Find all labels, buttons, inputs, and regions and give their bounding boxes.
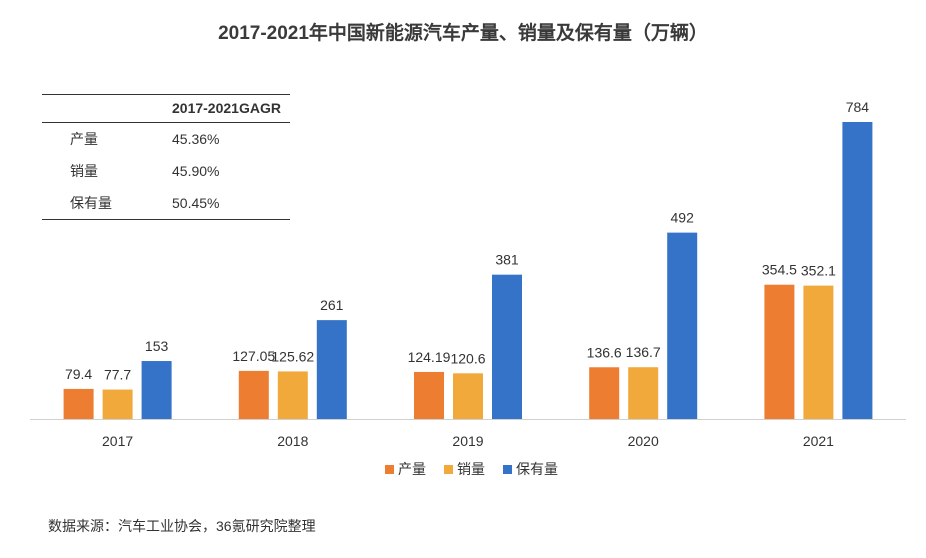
- bar: [764, 284, 795, 419]
- bar: [667, 232, 698, 419]
- bar: [492, 274, 522, 419]
- bar: [589, 367, 620, 419]
- gagr-header-empty: [42, 94, 172, 123]
- data-label: 124.19: [408, 349, 451, 365]
- legend-swatch: [444, 465, 453, 474]
- data-label: 120.6: [450, 350, 485, 366]
- data-label: 79.4: [65, 366, 92, 382]
- gagr-row-label: 销量: [70, 163, 98, 179]
- data-label: 136.6: [587, 344, 622, 360]
- x-tick-label: 2017: [102, 433, 133, 449]
- x-tick-label: 2020: [628, 433, 659, 449]
- bar: [842, 122, 873, 419]
- data-label: 153: [145, 338, 169, 354]
- gagr-header: 2017-2021GAGR: [172, 94, 290, 123]
- legend-label: 产量: [398, 461, 426, 477]
- bar: [63, 388, 94, 419]
- data-label: 127.05: [232, 348, 275, 364]
- x-tick-label: 2019: [452, 433, 483, 449]
- data-label: 136.7: [626, 344, 661, 360]
- gagr-table: 2017-2021GAGR 产量 45.36% 销量 45.90% 保有量 50…: [42, 94, 290, 220]
- gagr-row-label: 产量: [70, 131, 98, 147]
- gagr-row-value: 45.90%: [172, 163, 220, 179]
- bar: [414, 371, 444, 419]
- data-label: 381: [495, 252, 519, 268]
- gagr-row-value: 50.45%: [172, 187, 290, 220]
- gagr-row-production: 产量 45.36%: [42, 123, 290, 156]
- legend-swatch: [385, 465, 394, 474]
- gagr-row-value: 45.36%: [172, 131, 220, 147]
- data-label: 784: [846, 99, 870, 115]
- legend-label: 销量: [457, 461, 485, 477]
- bar: [102, 389, 133, 419]
- gagr-row-ownership: 保有量 50.45%: [42, 187, 290, 220]
- legend-label: 保有量: [516, 461, 558, 477]
- bar: [453, 373, 483, 419]
- x-tick-label: 2021: [803, 433, 834, 449]
- bar: [316, 320, 347, 419]
- data-label: 125.62: [271, 348, 314, 364]
- data-label: 354.5: [762, 262, 797, 278]
- gagr-row-sales: 销量 45.90%: [42, 155, 290, 187]
- data-source-note: 数据来源：汽车工业协会，36氪研究院整理: [48, 518, 316, 534]
- bar: [141, 361, 172, 419]
- data-label: 261: [320, 297, 344, 313]
- gagr-row-label: 保有量: [42, 187, 172, 220]
- bar: [803, 285, 834, 419]
- x-tick-label: 2018: [277, 433, 308, 449]
- legend-swatch: [503, 465, 512, 474]
- data-label: 352.1: [801, 263, 836, 279]
- data-label: 492: [671, 210, 695, 226]
- data-label: 77.7: [104, 367, 131, 383]
- chart-title: 2017-2021年中国新能源汽车产量、销量及保有量（万辆）: [218, 23, 708, 44]
- bar: [628, 367, 659, 419]
- bar: [277, 371, 308, 419]
- bar: [238, 370, 269, 419]
